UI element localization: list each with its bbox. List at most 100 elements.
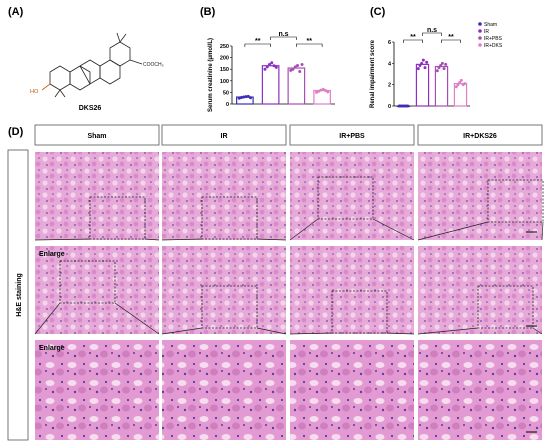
zoom-line bbox=[417, 327, 479, 335]
bar bbox=[261, 65, 280, 105]
data-point bbox=[435, 69, 439, 73]
legend-marker bbox=[478, 29, 482, 33]
significance-bracket bbox=[441, 39, 461, 43]
significance-bracket bbox=[296, 43, 323, 47]
zoom-line bbox=[34, 302, 61, 335]
zoom-line bbox=[417, 221, 489, 241]
legend-label: IR bbox=[484, 29, 489, 35]
micrograph bbox=[418, 152, 542, 240]
data-point bbox=[319, 88, 323, 92]
micrograph bbox=[35, 152, 159, 240]
data-point bbox=[423, 66, 427, 70]
data-point bbox=[293, 65, 297, 69]
zoom-line bbox=[161, 327, 203, 335]
group-header: IR bbox=[221, 133, 228, 140]
y-axis-label: Serum creatinine (μmol/L) bbox=[208, 38, 214, 112]
y-tick-label: 6 bbox=[388, 40, 391, 46]
micrograph bbox=[290, 340, 414, 440]
group-header-box bbox=[34, 124, 160, 146]
data-point bbox=[425, 60, 429, 64]
data-point bbox=[326, 90, 330, 94]
legend-label: IR+DKS bbox=[484, 43, 503, 49]
y-tick-label: 200 bbox=[220, 56, 229, 62]
data-point bbox=[237, 96, 241, 100]
significance-label: n.s bbox=[427, 27, 437, 34]
data-point bbox=[439, 63, 443, 67]
data-point bbox=[244, 95, 248, 99]
data-point bbox=[263, 67, 267, 71]
zoom-line bbox=[289, 218, 319, 241]
significance-bracket bbox=[422, 32, 442, 36]
data-point bbox=[458, 81, 462, 85]
micrograph bbox=[162, 340, 286, 440]
zoom-box bbox=[317, 176, 374, 220]
significance-label: ** bbox=[255, 38, 261, 45]
data-point bbox=[272, 64, 276, 68]
data-point bbox=[242, 95, 246, 99]
enlarge-label: Enlarge bbox=[39, 345, 65, 352]
data-point bbox=[300, 63, 304, 67]
legend-label: Sham bbox=[484, 22, 497, 28]
data-point bbox=[456, 83, 460, 87]
y-tick-label: 100 bbox=[220, 79, 229, 85]
data-point bbox=[274, 65, 278, 69]
y-tick-label: 250 bbox=[220, 44, 229, 50]
zoom-box bbox=[487, 179, 544, 223]
data-point bbox=[444, 62, 448, 66]
micrograph bbox=[418, 246, 542, 334]
data-point bbox=[437, 66, 441, 70]
substituent: HO bbox=[30, 89, 39, 95]
data-point bbox=[239, 96, 243, 100]
zoom-line bbox=[114, 302, 160, 335]
row-label-box bbox=[7, 149, 29, 441]
substituent: COOCH₃ bbox=[143, 62, 164, 68]
panel-label: (A) bbox=[8, 6, 24, 18]
zoom-line bbox=[161, 238, 203, 241]
significance-label: n.s bbox=[278, 31, 288, 38]
y-axis-label: Renal impairment score bbox=[370, 39, 376, 108]
enlarge-label: Enlarge bbox=[39, 251, 65, 258]
significance-label: ** bbox=[307, 38, 313, 45]
data-point bbox=[454, 85, 458, 89]
data-point bbox=[459, 78, 463, 82]
zoom-line bbox=[256, 238, 287, 241]
legend-label: IR+PBS bbox=[484, 36, 503, 42]
bar bbox=[434, 65, 449, 107]
data-point bbox=[246, 94, 250, 98]
data-point bbox=[321, 87, 325, 91]
zoom-box bbox=[201, 196, 258, 240]
group-header-box bbox=[289, 124, 415, 146]
zoom-box bbox=[477, 285, 534, 329]
micrograph bbox=[290, 152, 414, 240]
significance-label: ** bbox=[410, 34, 416, 41]
data-point bbox=[314, 90, 318, 94]
group-header: IR+DKS26 bbox=[463, 133, 497, 140]
micrograph bbox=[418, 340, 542, 440]
data-point bbox=[317, 89, 321, 93]
panel-label: (C) bbox=[370, 6, 386, 18]
y-tick-label: 0 bbox=[226, 102, 229, 108]
zoom-line bbox=[386, 332, 415, 335]
data-point bbox=[420, 61, 424, 65]
data-point bbox=[421, 58, 425, 62]
data-point bbox=[249, 96, 253, 100]
row-label: H&E staining bbox=[16, 273, 23, 317]
y-tick-label: 0 bbox=[388, 104, 391, 110]
micrograph bbox=[35, 340, 159, 440]
data-point bbox=[442, 67, 446, 71]
y-tick-label: 4 bbox=[388, 61, 392, 67]
group-header: Sham bbox=[87, 133, 106, 140]
data-point bbox=[265, 65, 269, 69]
zoom-line bbox=[34, 238, 91, 241]
micrograph bbox=[290, 246, 414, 334]
data-point bbox=[463, 82, 467, 86]
panel-label: (D) bbox=[8, 126, 24, 138]
data-point bbox=[270, 61, 274, 65]
zoom-box bbox=[89, 196, 146, 240]
data-point bbox=[289, 68, 293, 72]
group-header: IR+PBS bbox=[339, 133, 365, 140]
significance-bracket bbox=[244, 43, 271, 47]
zoom-line bbox=[289, 332, 333, 335]
data-point bbox=[440, 61, 444, 65]
